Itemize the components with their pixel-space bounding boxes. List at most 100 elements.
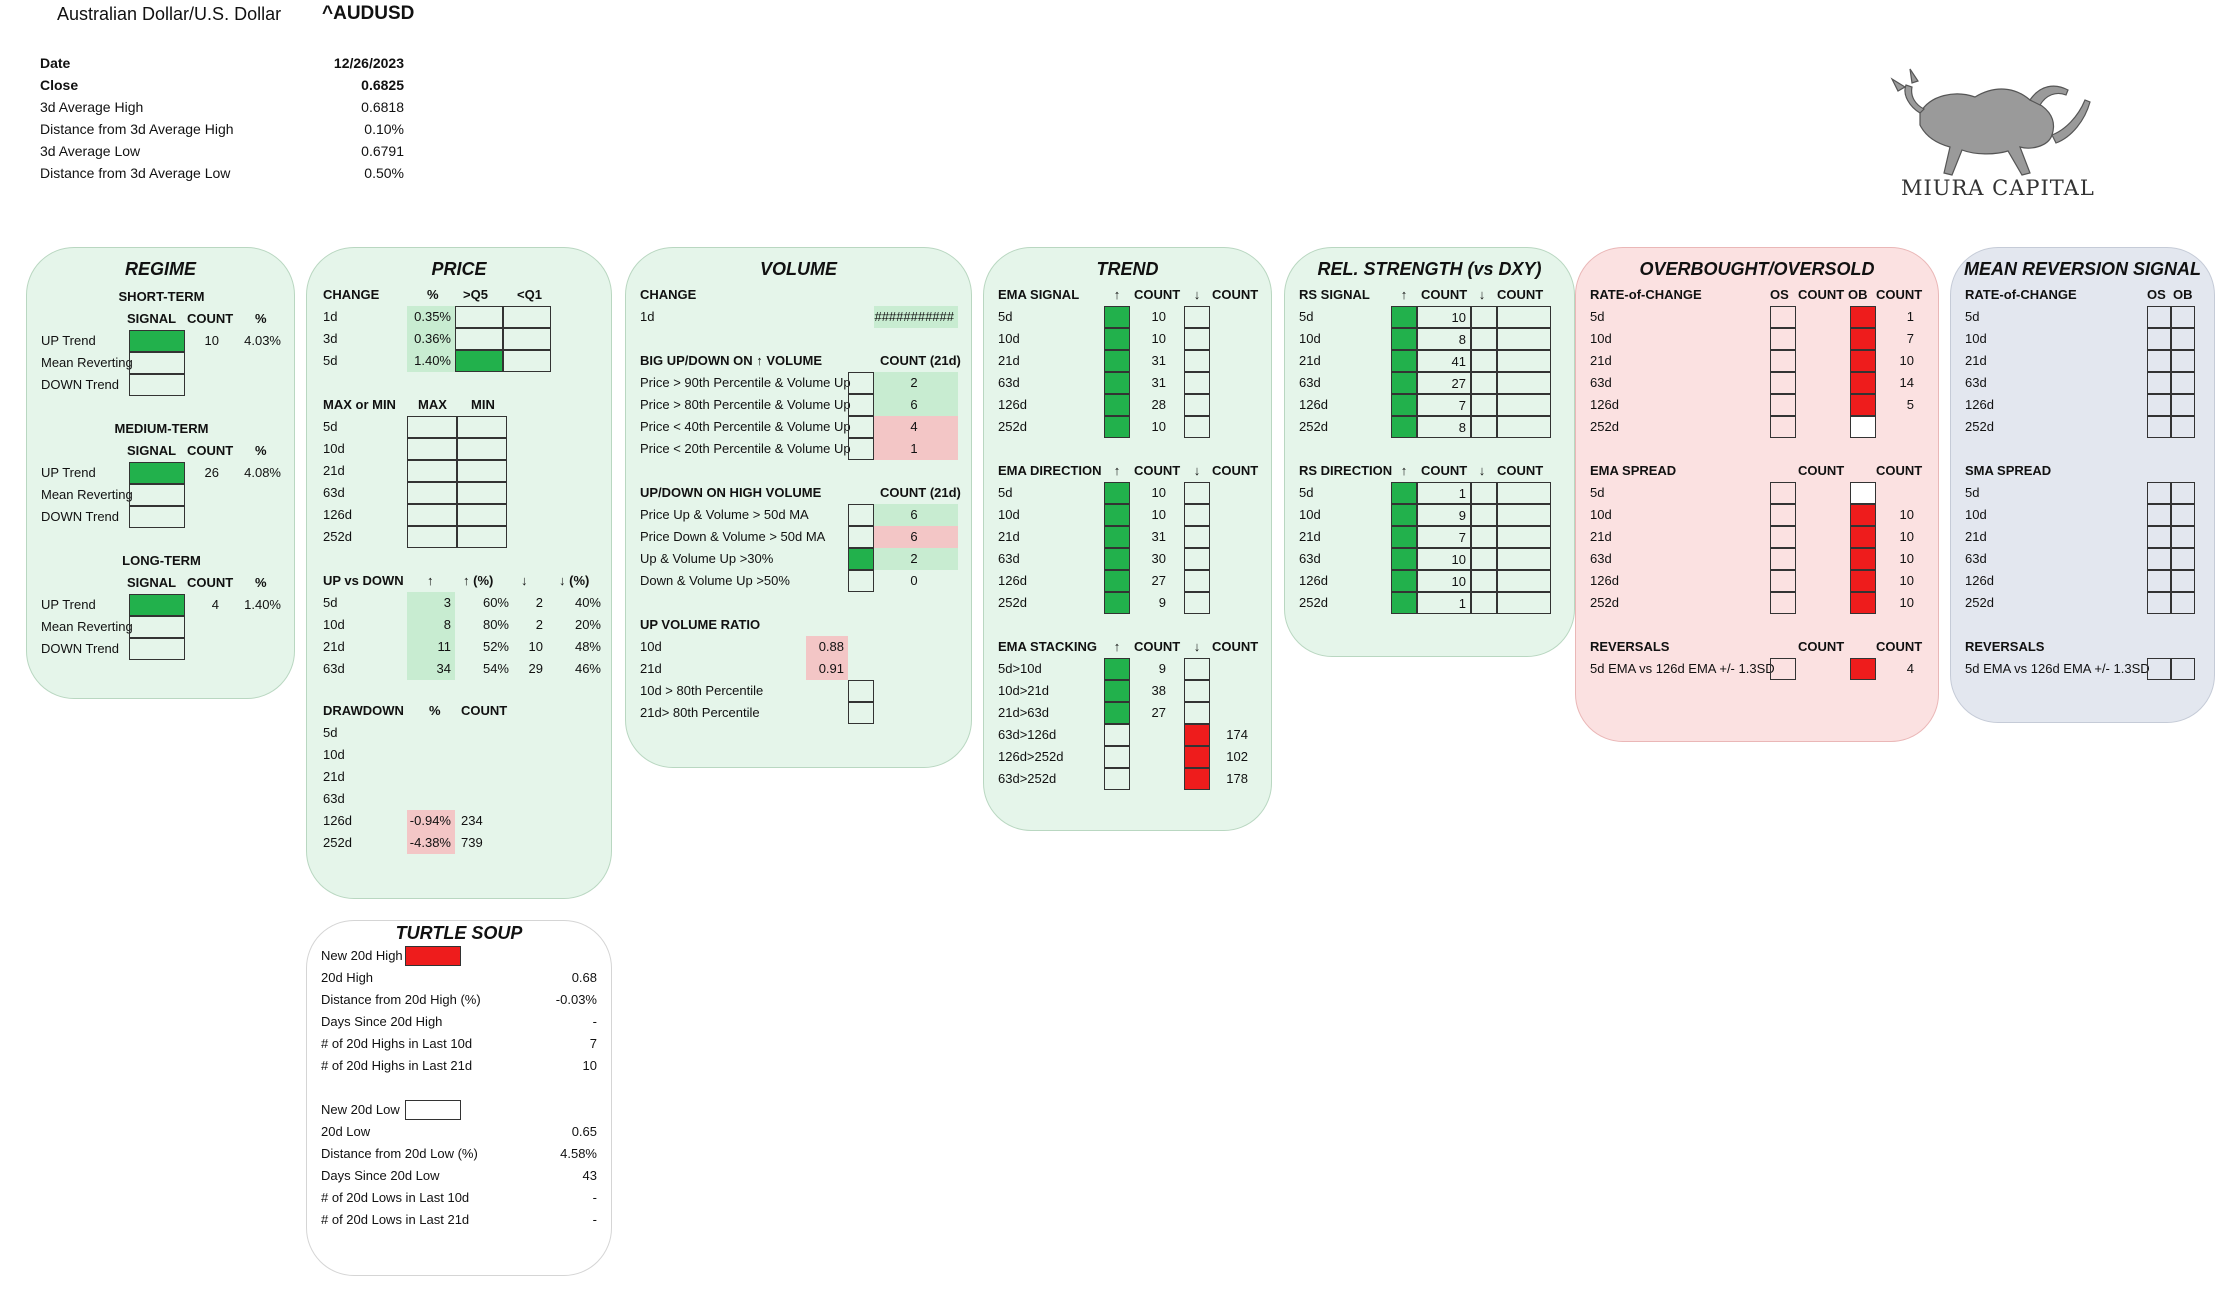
trend-panel: TREND EMA SIGNAL ↑ COUNT ↓ COUNT 5d 10 10d 10 21d… xyxy=(983,247,1272,831)
q5-cell xyxy=(455,306,503,328)
up-count-cell: 10 xyxy=(1417,570,1471,592)
period-label: 1d xyxy=(323,309,338,324)
up-pct: 80% xyxy=(482,617,509,632)
up-signal-cell xyxy=(1391,416,1417,438)
up-count-cell: 41 xyxy=(1417,350,1471,372)
down-count-cell xyxy=(1497,482,1551,504)
regime-signal-cell xyxy=(129,616,185,638)
summary-row: Date 12/26/2023 xyxy=(40,52,404,74)
flag-cell xyxy=(848,548,874,570)
period-label: 10d>21d xyxy=(998,683,1049,698)
col-header: COUNT xyxy=(1421,463,1468,478)
os-cell xyxy=(1770,548,1796,570)
max-cell xyxy=(407,438,457,460)
col-header: % xyxy=(427,287,439,302)
period-label: 10d xyxy=(1299,507,1321,522)
ob-cell xyxy=(2171,306,2195,328)
period-label: 21d>63d xyxy=(998,705,1049,720)
period-label: 5d xyxy=(1590,485,1605,500)
turtle-soup-title: TURTLE SOUP xyxy=(395,923,523,943)
ob-cell xyxy=(2171,482,2195,504)
down-signal-cell xyxy=(1184,526,1210,548)
col-header: OS xyxy=(2147,287,2166,302)
up-pct: 52% xyxy=(482,639,509,654)
section-header: SMA SPREAD xyxy=(1965,463,2052,478)
ob-cell xyxy=(1850,306,1876,328)
flag-cell xyxy=(848,394,874,416)
up-signal-cell xyxy=(1104,746,1130,768)
min-cell xyxy=(457,482,507,504)
os-cell xyxy=(1770,504,1796,526)
down-signal-cell xyxy=(1471,592,1497,614)
regime-panel: REGIME SHORT-TERM SIGNAL COUNT% UP Trend 10 4… xyxy=(26,247,295,699)
regime-signal-cell xyxy=(129,594,185,616)
turtle-value: 0.65 xyxy=(571,1124,597,1139)
up-count: 31 xyxy=(1151,375,1166,390)
drawdown-count: 739 xyxy=(461,835,483,850)
period-label: 5d xyxy=(998,309,1013,324)
row-label: 5d EMA vs 126d EMA +/- 1.3SD xyxy=(1965,661,2150,676)
period-label: 21d xyxy=(1965,529,1987,544)
overbought-oversold-panel: OVERBOUGHT/OVERSOLD RATE-of-CHANGE OS COUN… xyxy=(1575,247,1939,742)
summary-label: 3d Average High xyxy=(40,99,144,115)
os-cell xyxy=(2147,570,2171,592)
up-count: 27 xyxy=(1151,573,1166,588)
ticker-symbol: ^AUDUSD xyxy=(322,3,415,24)
period-label: 63d xyxy=(1965,375,1987,390)
period-label: 126d xyxy=(1965,397,1994,412)
regime-row-label: UP Trend xyxy=(41,333,96,348)
ob-cell xyxy=(1850,482,1876,504)
col-header: ↑ xyxy=(1113,639,1121,654)
change-value: 1.40% xyxy=(407,350,455,372)
down-count: 178 xyxy=(1226,771,1248,786)
q5-cell xyxy=(455,328,503,350)
turtle-value: 10 xyxy=(582,1058,597,1073)
regime-title: REGIME xyxy=(124,259,196,279)
period-label: 21d xyxy=(1299,353,1321,368)
col-header: UP vs DOWN xyxy=(323,573,404,588)
col-header: OB xyxy=(1848,287,1868,302)
up-pct: 54% xyxy=(482,661,509,676)
period-label: 5d xyxy=(323,725,338,740)
period-label: 10d xyxy=(1965,507,1987,522)
down-count-cell xyxy=(1497,548,1551,570)
period-label: 10d xyxy=(1590,507,1612,522)
os-cell xyxy=(2147,592,2171,614)
period-label: 10d xyxy=(998,507,1020,522)
turtle-value: - xyxy=(592,1212,597,1227)
ob-cell xyxy=(2171,592,2195,614)
up-count: 3 xyxy=(407,592,455,614)
col-header: COUNT xyxy=(1134,287,1181,302)
os-cell xyxy=(1770,592,1796,614)
col-header: ↓ xyxy=(1478,287,1486,302)
down-signal-cell xyxy=(1471,328,1497,350)
ob-cell xyxy=(2171,350,2195,372)
period-label: 63d>252d xyxy=(998,771,1057,786)
os-cell xyxy=(2147,328,2171,350)
down-signal-cell xyxy=(1471,570,1497,592)
volume-panel: VOLUME CHANGE 1d ########### BIG UP/DOWN ON… xyxy=(625,247,972,768)
regime-count: 10 xyxy=(204,333,219,348)
up-count: 10 xyxy=(1151,485,1166,500)
ob-cell xyxy=(1850,548,1876,570)
row-label: 10d > 80th Percentile xyxy=(640,683,764,698)
down-pct: 46% xyxy=(574,661,601,676)
col-header: COUNT xyxy=(1212,463,1259,478)
col-header: COUNT (21d) xyxy=(880,485,961,500)
os-cell xyxy=(1770,306,1796,328)
turtle-value: -0.03% xyxy=(555,992,597,1007)
period-label: 252d xyxy=(998,419,1027,434)
up-signal-cell xyxy=(1391,482,1417,504)
up-signal-cell xyxy=(1391,350,1417,372)
summary-label: Close xyxy=(40,77,79,93)
col-header: ↓ (%) xyxy=(559,573,590,588)
up-count-cell: 7 xyxy=(1417,526,1471,548)
period-label: 126d xyxy=(323,813,352,828)
bull-icon xyxy=(1890,68,2091,176)
up-signal-cell xyxy=(1104,724,1130,746)
down-signal-cell xyxy=(1184,394,1210,416)
col-header: ↑ xyxy=(1400,463,1408,478)
mean-reversion-title: MEAN REVERSION SIGNAL xyxy=(1963,259,2202,279)
turtle-label: New 20d Low xyxy=(321,1102,400,1117)
down-count: 102 xyxy=(1226,749,1248,764)
